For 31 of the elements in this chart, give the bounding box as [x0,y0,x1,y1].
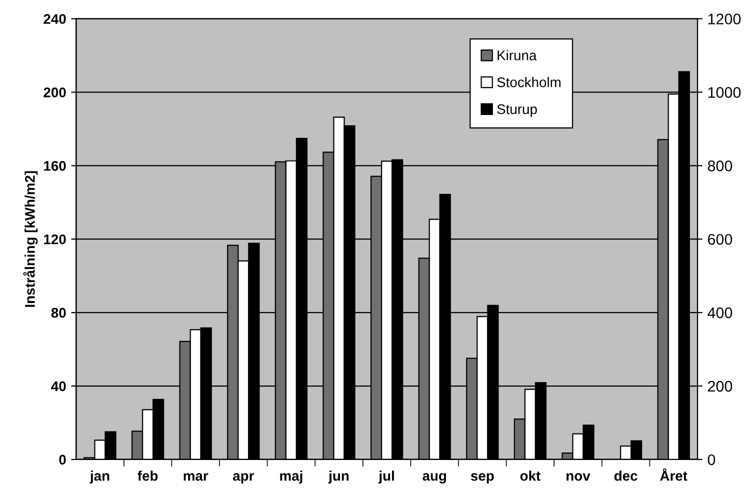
x-tick-label: jul [378,470,394,484]
y2-tick-label: 600 [708,234,732,245]
x-tick-label: jun [328,470,349,484]
x-tick-label: apr [233,473,254,484]
y-tick-label: 200 [44,88,66,98]
y2-tick-label: 1000 [708,87,741,98]
x-tick-label: Året [660,468,688,481]
y-tick-label: 120 [44,234,66,244]
y2-tick-label: 400 [708,307,732,318]
x-tick-label: maj [280,470,302,484]
y-tick-label: 240 [44,14,66,24]
x-tick-label: dec [614,470,638,481]
y2-tick-label: 0 [708,454,716,466]
x-tick-label: feb [138,470,158,481]
y2-tick-label: 200 [708,380,732,392]
x-tick-label: okt [520,470,540,481]
legend-label: Sturup [497,104,537,117]
y-tick-label: 0 [59,454,66,465]
y2-tick-label: 1200 [708,14,741,24]
y-tick-label: 40 [51,381,66,392]
y-tick-label: 160 [44,160,66,171]
x-tick-label: sep [470,473,494,484]
y-axis-title: Instrålning [kWh/m2] [23,171,38,307]
x-tick-label: mar [184,473,208,481]
x-tick-label: jan [90,470,110,484]
y-tick-label: 80 [51,308,66,318]
legend-label: Stockholm [497,76,560,88]
x-tick-label: aug [422,473,446,484]
legend-label: Kiruna [498,50,537,60]
y2-tick-label: 800 [708,160,732,172]
x-tick-label: nov [566,473,590,481]
